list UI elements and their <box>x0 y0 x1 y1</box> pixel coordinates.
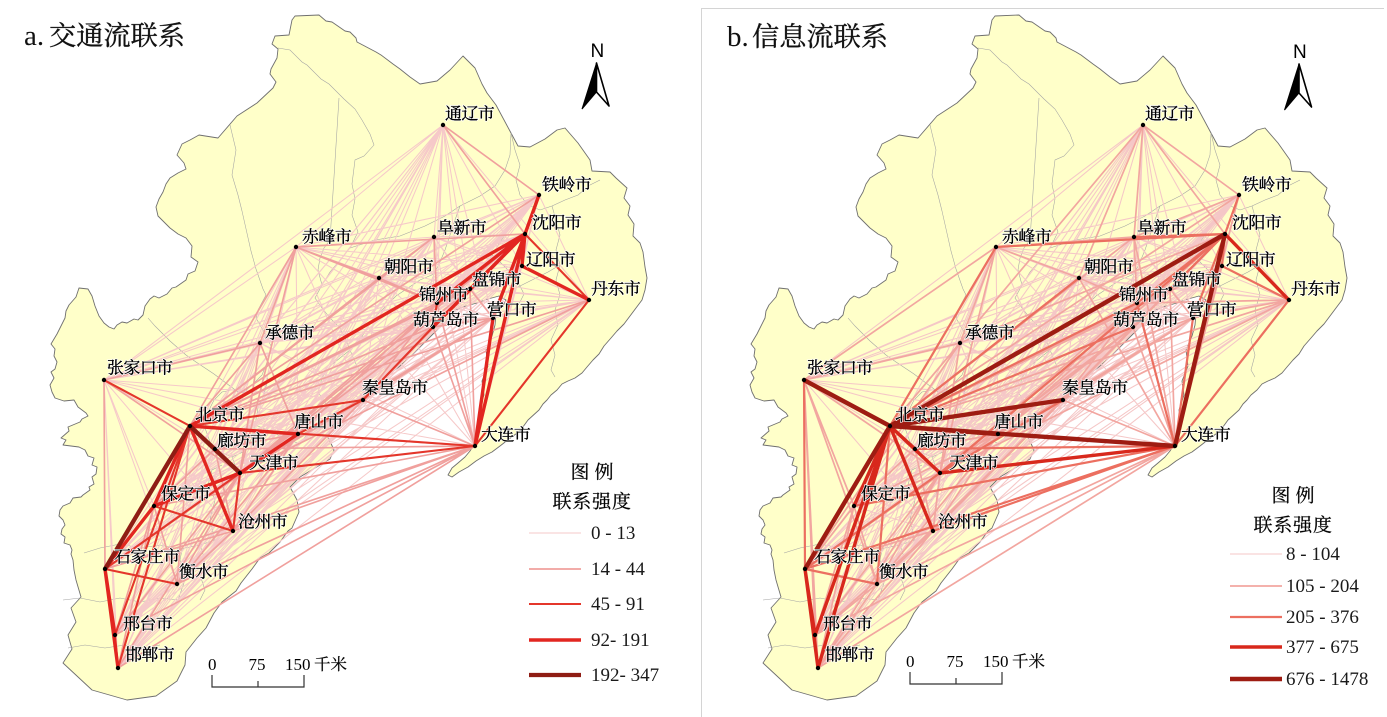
svg-text:0: 0 <box>906 652 915 671</box>
svg-text:75: 75 <box>249 655 266 674</box>
svg-text:a.: a. <box>24 20 44 52</box>
svg-text:0: 0 <box>208 655 217 674</box>
svg-text:0 - 13: 0 - 13 <box>591 523 635 544</box>
svg-text:377 - 675: 377 - 675 <box>1286 637 1359 658</box>
svg-text:b.: b. <box>727 21 749 53</box>
svg-text:45 - 91: 45 - 91 <box>591 594 645 615</box>
svg-text:N: N <box>591 41 605 62</box>
svg-text:676 - 1478: 676 - 1478 <box>1286 669 1368 690</box>
svg-text:14 - 44: 14 - 44 <box>591 559 645 580</box>
svg-text:8 - 104: 8 - 104 <box>1286 544 1340 565</box>
svg-text:205 - 376: 205 - 376 <box>1286 607 1359 628</box>
svg-text:192- 347: 192- 347 <box>591 665 659 686</box>
svg-text:150: 150 <box>983 652 1009 671</box>
svg-text:75: 75 <box>947 652 964 671</box>
svg-text:N: N <box>1293 42 1307 63</box>
svg-text:105 - 204: 105 - 204 <box>1286 576 1359 597</box>
svg-text:150: 150 <box>285 655 311 674</box>
svg-text:92- 191: 92- 191 <box>591 630 650 651</box>
